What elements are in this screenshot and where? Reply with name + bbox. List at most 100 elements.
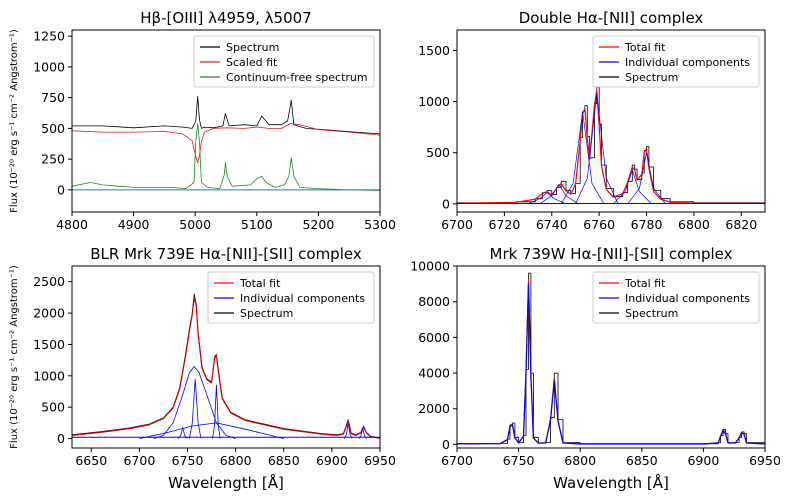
series-total-fit [457, 89, 765, 204]
x-tick-label: 5000 [179, 217, 211, 232]
y-axis-label: Flux (10⁻²⁰ erg s⁻¹ cm⁻² Angstrom⁻¹) [9, 265, 20, 449]
series-spectrum [72, 96, 380, 135]
series-component-1 [527, 192, 567, 205]
y-tick-label: 1500 [418, 43, 450, 58]
x-tick-label: 6700 [123, 453, 155, 468]
legend-label: Individual components [625, 292, 750, 305]
x-tick-label: 6720 [488, 217, 520, 232]
legend-label: Total fit [624, 277, 666, 290]
x-tick-label: 5200 [302, 217, 334, 232]
x-tick-label: 6900 [316, 453, 348, 468]
chart-title: Hβ-[OIII] λ4959, λ5007 [140, 9, 311, 27]
legend-label: Spectrum [625, 307, 678, 320]
series-scaled-fit [72, 123, 380, 164]
series-continuum-free-spectrum [72, 123, 380, 191]
series-nii-6548 [177, 426, 188, 439]
x-tick-label: 6800 [564, 453, 596, 468]
chart-title: Double Hα-[NII] complex [519, 9, 704, 27]
legend-label: Continuum-free spectrum [226, 71, 368, 84]
y-tick-label: 0 [442, 437, 450, 452]
y-tick-label: 0 [57, 431, 65, 446]
legend-label: Spectrum [226, 41, 279, 54]
x-tick-label: 5100 [241, 217, 273, 232]
series-component-2 [539, 184, 578, 205]
axes-frame [456, 29, 766, 213]
series-components [457, 283, 765, 445]
plot-area [72, 293, 380, 439]
series-component-5 [613, 169, 652, 205]
x-tick-label: 6850 [268, 453, 300, 468]
legend-box [207, 271, 375, 324]
legend-label: Spectrum [240, 307, 293, 320]
legend-label: Spectrum [625, 71, 678, 84]
legend-box [592, 271, 760, 324]
x-tick-label: 6750 [172, 453, 204, 468]
series-component-4 [575, 93, 619, 204]
y-tick-label: 500 [426, 145, 450, 160]
y-tick-label: 0 [57, 182, 65, 197]
y-tick-label: 500 [41, 400, 65, 415]
legend: Total fit Individual components Spectrum [592, 35, 760, 88]
legend-box [193, 35, 375, 88]
legend-label: Individual components [240, 292, 365, 305]
x-axis-label: Wavelength [Å] [553, 473, 669, 492]
plot-area [457, 86, 765, 205]
y-tick-label: 2000 [33, 306, 65, 321]
x-tick-label: 6740 [536, 217, 568, 232]
x-axis-label: Wavelength [Å] [168, 473, 284, 492]
axes-frame [456, 265, 766, 449]
x-tick-label: 6900 [687, 453, 719, 468]
axes-frame [71, 29, 381, 213]
series-narrow-h [189, 378, 202, 439]
x-tick-label: 6800 [678, 217, 710, 232]
y-tick-label: 1000 [33, 368, 65, 383]
series-intermediate-component [139, 422, 284, 439]
x-tick-label: 6850 [626, 453, 658, 468]
chart-title: Mrk 739W Hα-[NII]-[SII] complex [490, 245, 733, 263]
series-broad-component [153, 365, 236, 439]
y-tick-label: 750 [41, 90, 65, 105]
chart-title: BLR Mrk 739E Hα-[NII]-[SII] complex [90, 245, 362, 263]
series-nii-6584 [212, 384, 221, 439]
y-axis-label: Flux (10⁻²⁰ erg s⁻¹ cm⁻² Angstrom⁻¹) [9, 29, 20, 213]
panel-mrk739w: Mrk 739W Hα-[NII]-[SII] complex 6700 6750 6… [410, 245, 781, 492]
x-tick-label: 4900 [118, 217, 150, 232]
y-tick-label: 4000 [418, 366, 450, 381]
x-tick-label: 5300 [364, 217, 396, 232]
x-tick-label: 6800 [220, 453, 252, 468]
plot-area [72, 96, 380, 191]
panel-blr-mrk739e: BLR Mrk 739E Hα-[NII]-[SII] complex 6650 6… [9, 245, 396, 492]
series-total-fit [72, 296, 380, 439]
x-tick-label: 6950 [749, 453, 781, 468]
legend: Total fit Individual components Spectrum [592, 271, 760, 324]
x-tick-label: 6700 [441, 453, 473, 468]
series-component-6 [627, 152, 666, 205]
x-tick-label: 6700 [441, 217, 473, 232]
axes-frame [71, 265, 381, 449]
y-tick-label: 2000 [418, 401, 450, 416]
y-tick-label: 8000 [418, 294, 450, 309]
y-tick-label: 1000 [33, 59, 65, 74]
plot-area [457, 272, 765, 445]
x-tick-label: 6950 [364, 453, 396, 468]
legend-label: Scaled fit [226, 56, 278, 69]
legend-box [592, 35, 760, 88]
series-spectrum [457, 272, 765, 445]
legend: Total fit Individual components Spectrum [207, 271, 375, 324]
y-tick-label: 1250 [33, 29, 65, 44]
y-tick-label: 10000 [410, 259, 450, 274]
y-tick-label: 0 [442, 196, 450, 211]
x-tick-label: 6820 [725, 217, 757, 232]
y-tick-label: 2500 [33, 274, 65, 289]
legend-label: Total fit [239, 277, 281, 290]
x-tick-label: 6760 [583, 217, 615, 232]
y-tick-label: 500 [41, 121, 65, 136]
x-tick-label: 6650 [75, 453, 107, 468]
x-tick-label: 6780 [631, 217, 663, 232]
series-component-3 [560, 111, 605, 204]
y-tick-label: 250 [41, 152, 65, 167]
legend: Spectrum Scaled fit Continuum-free spectru… [193, 35, 375, 88]
series-sii-6717 [344, 423, 353, 439]
